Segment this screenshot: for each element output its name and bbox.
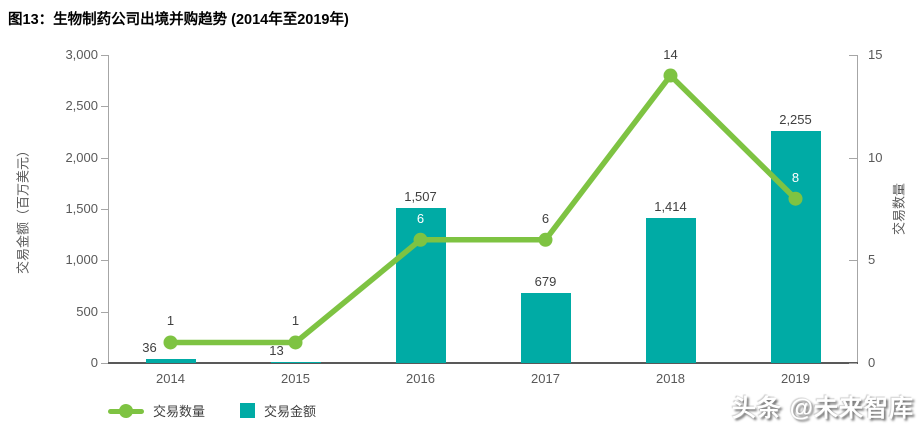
right-axis-line: [857, 55, 858, 363]
left-axis-tick: [101, 260, 108, 262]
right-axis-tick: [849, 363, 857, 364]
line-point-label: 14: [663, 46, 678, 62]
x-tick-label: 2019: [781, 371, 810, 386]
bar: [520, 293, 571, 363]
x-tick-label: 2016: [406, 371, 435, 386]
chart-title: 图13：生物制药公司出境并购趋势 (2014年至2019年): [8, 12, 349, 28]
line-point-label: 1: [291, 313, 300, 329]
x-tick-label: 2015: [281, 371, 310, 386]
left-tick-label: 1,000: [65, 252, 98, 268]
bar: [145, 359, 196, 363]
legend: 交易数量 交易金额: [108, 401, 316, 420]
bar-value-label: 1,414: [654, 198, 687, 214]
legend-label-count: 交易数量: [153, 404, 206, 419]
left-tick-label: 0: [90, 355, 98, 370]
left-tick-label: 500: [76, 303, 98, 319]
watermark: 头条 @未来智库: [731, 395, 914, 422]
right-tick-label: 0: [868, 355, 876, 370]
left-axis-tick: [101, 55, 108, 56]
left-tick-label: 2,000: [65, 149, 98, 165]
x-tick-label: 2018: [656, 371, 685, 386]
right-tick-label: 15: [868, 47, 883, 62]
bar: [395, 208, 446, 363]
bar-value-label: 36: [142, 340, 157, 356]
legend-label-amount: 交易金额: [264, 404, 317, 419]
bar: [645, 217, 696, 363]
x-tick-label: 2014: [156, 371, 185, 386]
right-tick-label: 5: [868, 252, 876, 268]
right-axis-title: 交易数量: [891, 182, 907, 236]
x-tick-label: 2017: [531, 371, 560, 386]
right-axis-tick: [849, 157, 857, 159]
line-point-label: 1: [166, 313, 175, 329]
right-tick-label: 10: [868, 149, 883, 165]
line-point-label: 6: [541, 210, 550, 226]
bar-value-label: 679: [534, 274, 557, 290]
line-point-label: 6: [416, 210, 425, 226]
left-tick-label: 3,000: [65, 47, 98, 62]
bar-value-label: 2,255: [779, 112, 812, 128]
bar-value-label: 13: [269, 342, 284, 358]
right-axis-tick: [849, 260, 857, 262]
left-axis-line: [108, 55, 109, 363]
left-axis-tick: [101, 209, 108, 210]
left-tick-label: 1,500: [65, 201, 98, 216]
line-point: [663, 68, 678, 83]
left-axis-tick: [101, 106, 108, 108]
left-tick-label: 2,500: [65, 98, 98, 114]
line-point-label: 8: [791, 169, 800, 185]
bar: [270, 361, 321, 363]
x-axis-line: [108, 362, 858, 364]
left-axis-tick: [101, 363, 108, 364]
right-axis-tick: [849, 55, 857, 56]
line-point: [538, 232, 553, 247]
bar: [770, 131, 821, 363]
bar-value-label: 1,507: [404, 189, 437, 205]
bar-series-legend-icon: [240, 403, 256, 418]
left-axis-tick: [101, 157, 108, 159]
line-series-legend-icon: [108, 403, 144, 418]
left-axis-title: 交易金额（百万美元）: [15, 143, 31, 275]
left-axis-tick: [101, 311, 108, 313]
